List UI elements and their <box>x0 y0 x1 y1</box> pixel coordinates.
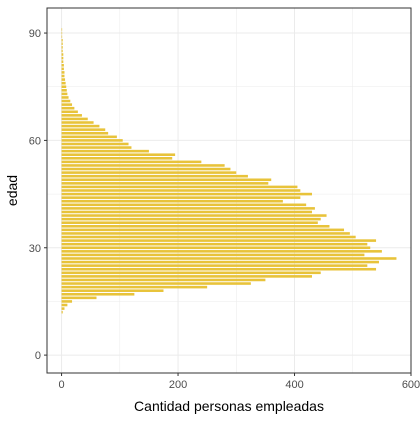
bar <box>62 250 382 253</box>
bar <box>62 275 312 278</box>
bar <box>62 53 64 56</box>
bar <box>62 143 129 146</box>
bar <box>62 132 109 135</box>
bar <box>62 35 63 38</box>
x-axis-title: Cantidad personas empleadas <box>134 398 324 414</box>
y-tick-label: 30 <box>29 243 41 255</box>
bar <box>62 204 307 207</box>
bar <box>62 257 397 260</box>
bar <box>62 28 63 31</box>
bar <box>62 232 350 235</box>
x-tick-label: 600 <box>402 379 420 391</box>
bar <box>62 182 269 185</box>
bar <box>62 186 298 189</box>
y-tick-label: 60 <box>29 135 41 147</box>
bar <box>62 221 318 224</box>
bar <box>62 239 376 242</box>
bar <box>62 264 368 267</box>
bar <box>62 246 371 249</box>
bar <box>62 128 106 131</box>
bar <box>62 150 149 153</box>
bar <box>62 200 283 203</box>
bar <box>62 193 312 196</box>
bar <box>62 136 117 139</box>
bar <box>62 178 272 181</box>
bar <box>62 114 82 117</box>
y-tick-label: 90 <box>29 28 41 40</box>
bar <box>62 164 225 167</box>
bar <box>62 146 132 149</box>
bar <box>62 243 368 246</box>
bar <box>62 282 251 285</box>
bar <box>62 300 72 303</box>
bar <box>62 218 321 221</box>
bar <box>62 50 63 53</box>
bar <box>62 207 315 210</box>
bar <box>62 78 65 81</box>
x-tick-label: 200 <box>169 379 187 391</box>
bar <box>62 268 376 271</box>
bar <box>62 272 321 275</box>
bar <box>62 196 301 199</box>
bar <box>62 225 330 228</box>
bar <box>62 311 63 314</box>
bar <box>62 46 63 49</box>
bar <box>62 229 344 232</box>
bar <box>62 304 68 307</box>
bar <box>62 110 78 113</box>
bar <box>62 93 68 96</box>
bar <box>62 307 65 310</box>
bar <box>62 297 97 300</box>
bar <box>62 57 64 60</box>
bar <box>62 118 88 121</box>
bar <box>62 175 248 178</box>
bar <box>62 103 72 106</box>
bar <box>62 211 312 214</box>
y-tick-label: 0 <box>35 350 41 362</box>
bar <box>62 100 71 103</box>
bar <box>62 125 100 128</box>
bar <box>62 60 64 63</box>
bar <box>62 64 64 67</box>
bar <box>62 139 123 142</box>
bar <box>62 85 67 88</box>
bar <box>62 96 69 99</box>
bar <box>62 32 63 35</box>
bar <box>62 121 94 124</box>
bar <box>62 289 164 292</box>
bar <box>62 261 379 264</box>
bar <box>62 157 173 160</box>
bar <box>62 293 135 296</box>
bar <box>62 254 365 257</box>
bar <box>62 161 202 164</box>
x-tick-label: 0 <box>58 379 64 391</box>
bar <box>62 153 176 156</box>
bar <box>62 71 65 74</box>
x-tick-label: 400 <box>285 379 303 391</box>
bar <box>62 68 64 71</box>
bar <box>62 82 66 85</box>
bar <box>62 171 237 174</box>
bar <box>62 279 266 282</box>
bar <box>62 39 63 42</box>
bars-group <box>62 28 397 313</box>
bar <box>62 89 67 92</box>
bar <box>62 236 356 239</box>
bar <box>62 189 301 192</box>
bar <box>62 75 65 78</box>
bar <box>62 214 327 217</box>
bar <box>62 42 63 45</box>
bar <box>62 168 231 171</box>
bar <box>62 107 75 110</box>
y-axis-title: edad <box>4 175 20 206</box>
bar <box>62 286 208 289</box>
